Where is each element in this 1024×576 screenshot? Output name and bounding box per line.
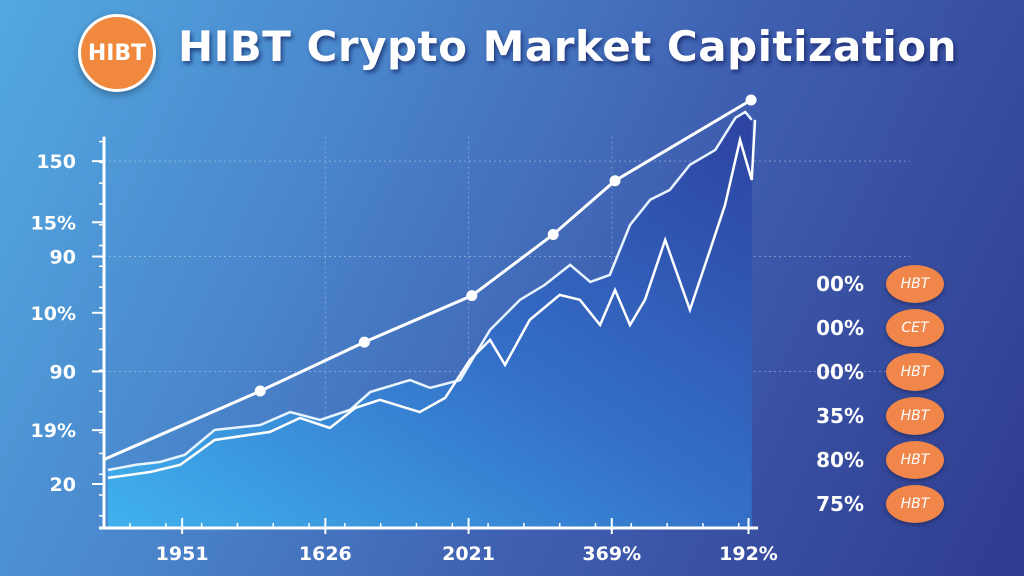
axes: 150 15% 90 10% 90 19% 20 1951 1626 2021 369% 192% [31, 136, 778, 565]
y-tick-label: 20 [50, 474, 76, 496]
trend-marker [254, 385, 266, 397]
hibt-badge-icon: CET [886, 309, 944, 347]
legend-value: 80% [816, 448, 864, 472]
legend-value: 00% [816, 316, 864, 340]
trend-marker [609, 175, 621, 187]
series [103, 94, 757, 528]
y-tick-label: 90 [50, 247, 76, 269]
x-tick-label: 1951 [156, 543, 209, 565]
x-tick-label: 369% [582, 543, 641, 565]
trend-marker [358, 336, 370, 348]
hibt-badge-icon: HBT [886, 265, 944, 303]
hibt-badge-icon: HBT [886, 397, 944, 435]
legend-item: 00% CET [800, 306, 970, 350]
legend: 00% HBT 00% CET 00% HBT 35% HBT 80% HBT 75% HBT [800, 262, 970, 526]
hibt-badge-icon: HBT [886, 441, 944, 479]
legend-value: 35% [816, 404, 864, 428]
legend-value: 00% [816, 272, 864, 296]
hibt-logo: HIBT [78, 14, 156, 92]
y-tick-label: 15% [31, 212, 76, 234]
trend-marker [466, 290, 478, 302]
legend-item: 35% HBT [800, 394, 970, 438]
legend-item: 80% HBT [800, 438, 970, 482]
hibt-badge-icon: HBT [886, 485, 944, 523]
legend-item: 75% HBT [800, 482, 970, 526]
trend-marker [547, 229, 559, 241]
y-tick-label: 90 [50, 361, 76, 383]
trend-marker [745, 94, 757, 106]
x-tick-label: 1626 [299, 543, 352, 565]
hibt-badge-icon: HBT [886, 353, 944, 391]
x-tick-label: 192% [719, 543, 778, 565]
legend-value: 00% [816, 360, 864, 384]
x-tick-label: 2021 [442, 543, 495, 565]
line-upper [107, 110, 753, 472]
y-tick-label: 10% [31, 303, 76, 325]
chart-title: HIBT Crypto Market Capitization [178, 22, 958, 71]
line-lower [107, 119, 757, 480]
y-tick-label: 150 [36, 151, 76, 173]
logo-text: HIBT [87, 40, 147, 66]
legend-item: 00% HBT [800, 350, 970, 394]
legend-value: 75% [816, 492, 864, 516]
legend-item: 00% HBT [800, 262, 970, 306]
y-tick-label: 19% [31, 420, 76, 442]
area-upper [107, 111, 752, 528]
